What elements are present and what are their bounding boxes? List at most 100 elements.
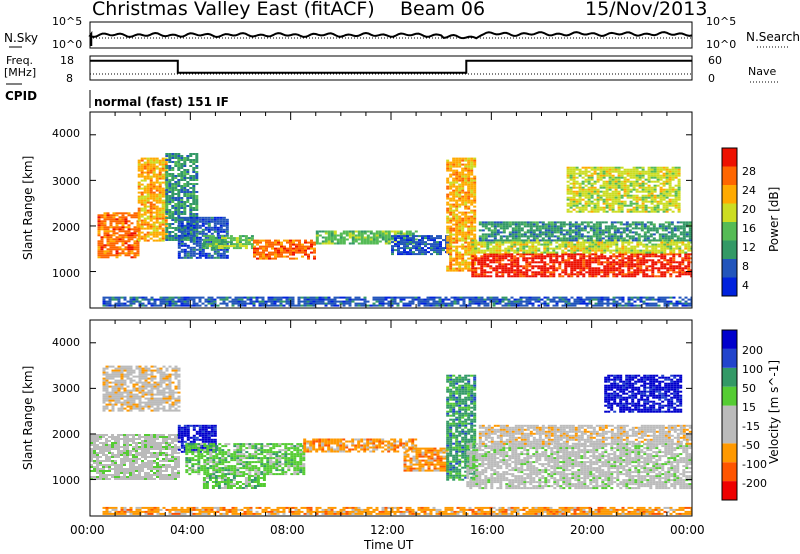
power-cell xyxy=(688,239,692,242)
power-cell xyxy=(645,243,649,246)
power-cell xyxy=(620,210,624,213)
power-cell xyxy=(687,245,691,248)
power-cell xyxy=(588,298,592,301)
power-cell xyxy=(585,249,589,252)
power-cell xyxy=(496,221,500,224)
power-cell xyxy=(202,235,206,238)
power-cell xyxy=(573,261,577,264)
power-cell xyxy=(121,250,125,253)
power-cell xyxy=(656,196,660,199)
power-cell xyxy=(490,233,494,236)
power-cell xyxy=(449,265,453,268)
power-cell xyxy=(277,243,280,246)
power-cell xyxy=(588,273,592,276)
power-cell xyxy=(387,240,391,243)
power-cell xyxy=(502,239,506,242)
power-cell xyxy=(137,213,141,216)
power-cell xyxy=(152,167,156,170)
power-cell xyxy=(470,179,474,182)
power-cell xyxy=(685,239,689,242)
power-cell xyxy=(594,255,598,258)
power-cell xyxy=(651,275,655,278)
power-cell xyxy=(492,298,496,301)
power-cell xyxy=(666,243,670,246)
power-cell xyxy=(291,296,295,299)
power-cell xyxy=(195,216,199,219)
power-cell xyxy=(274,255,277,258)
power-cell xyxy=(106,212,110,215)
power-cell xyxy=(498,263,502,266)
power-cell xyxy=(514,229,518,232)
power-cell xyxy=(171,223,175,225)
power-cell xyxy=(183,205,187,207)
power-cell xyxy=(232,245,236,248)
power-cell xyxy=(97,254,101,257)
power-cell xyxy=(666,296,670,299)
power-cell xyxy=(541,225,545,228)
power-cell xyxy=(639,298,643,301)
power-cell xyxy=(588,267,592,270)
power-cell xyxy=(235,239,239,242)
power-cell xyxy=(135,296,139,299)
power-cell xyxy=(171,298,175,301)
power-cell xyxy=(189,191,193,193)
power-cell xyxy=(627,251,631,254)
power-cell xyxy=(446,201,450,204)
power-cell xyxy=(477,261,481,264)
power-cell xyxy=(155,211,159,214)
power-cell xyxy=(579,253,583,256)
power-cell xyxy=(553,227,557,230)
power-cell xyxy=(168,195,172,197)
power-cell xyxy=(606,267,610,270)
power-cell xyxy=(161,231,165,234)
power-cell xyxy=(529,235,533,238)
power-cell xyxy=(158,183,162,186)
power-cell xyxy=(333,238,337,241)
power-cell xyxy=(467,195,471,198)
power-cell xyxy=(659,194,663,197)
power-cell xyxy=(310,251,313,254)
power-cell xyxy=(177,153,181,155)
power-cell xyxy=(608,204,612,207)
power-cell xyxy=(155,217,159,220)
power-cell xyxy=(668,208,672,211)
power-cell xyxy=(672,267,676,270)
power-cell xyxy=(283,239,286,242)
power-cell xyxy=(165,231,169,233)
power-cell xyxy=(537,257,541,260)
power-cell xyxy=(458,267,462,270)
power-cell xyxy=(461,221,465,224)
power-cell xyxy=(423,298,427,301)
power-cell xyxy=(566,180,570,183)
power-cell xyxy=(394,239,397,242)
power-cell xyxy=(638,176,642,179)
power-cell xyxy=(678,245,682,248)
power-cell xyxy=(664,225,668,228)
power-cell xyxy=(109,220,113,223)
power-cell xyxy=(627,247,631,250)
power-cell xyxy=(152,207,156,210)
power-cell xyxy=(473,263,477,266)
power-cell xyxy=(149,161,153,164)
power-cell xyxy=(556,239,560,242)
power-cell xyxy=(654,263,658,266)
power-cell xyxy=(526,223,530,226)
power-cell xyxy=(606,271,610,274)
power-cell xyxy=(112,246,116,249)
power-cell xyxy=(593,204,597,207)
power-cell xyxy=(467,225,471,228)
power-cell xyxy=(608,180,612,183)
power-cell xyxy=(312,296,316,299)
power-cell xyxy=(635,188,639,191)
power-cell xyxy=(458,183,462,186)
power-cell xyxy=(461,219,465,222)
power-cell xyxy=(109,240,113,243)
power-cell xyxy=(452,245,456,248)
power-cell xyxy=(582,273,586,276)
power-cell xyxy=(504,298,508,301)
power-cell xyxy=(186,298,190,301)
power-cell xyxy=(339,232,343,235)
power-cell xyxy=(561,275,565,278)
power-cell xyxy=(627,273,631,276)
power-cell xyxy=(165,187,169,189)
